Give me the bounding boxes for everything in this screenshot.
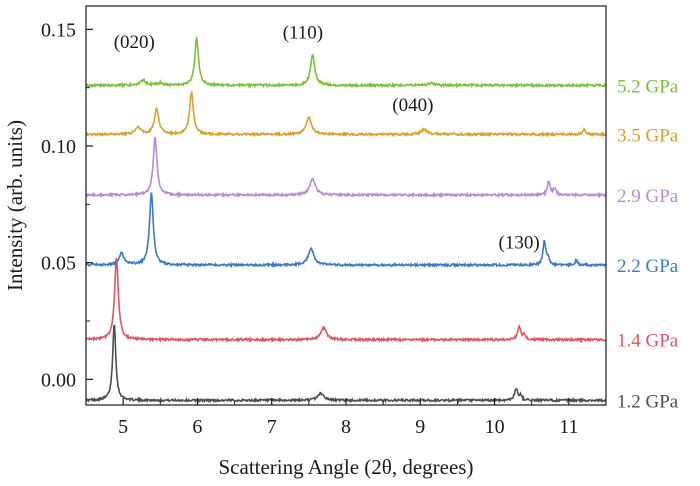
x-tick-label: 7 xyxy=(267,416,277,438)
peak-label: (130) xyxy=(499,233,540,254)
legend-entry-2-2-gpa: 2.2 GPa xyxy=(617,256,679,277)
x-tick-label: 6 xyxy=(192,416,202,438)
x-axis-label: Scattering Angle (2θ, degrees) xyxy=(219,455,474,479)
legend-entry-1-2-gpa: 1.2 GPa xyxy=(617,391,679,412)
legend-entry-2-9-gpa: 2.9 GPa xyxy=(617,186,679,207)
y-axis-label: Intensity (arb. units) xyxy=(3,120,27,291)
legend-entry-5-2-gpa: 5.2 GPa xyxy=(617,76,679,97)
x-tick-label: 11 xyxy=(559,416,578,438)
x-tick-label: 9 xyxy=(415,416,425,438)
y-tick-label: 0.00 xyxy=(41,369,76,391)
peak-label: (110) xyxy=(283,23,323,44)
y-tick-label: 0.05 xyxy=(41,253,76,275)
plot-frame xyxy=(85,5,607,406)
annotation-layer: (020) (110) (040) (130) xyxy=(114,23,540,254)
tick-layer: 5 6 7 8 9 10 11 0.00 0.05 0.10 0.15 xyxy=(41,19,578,438)
legend-entry-1-4-gpa: 1.4 GPa xyxy=(617,331,679,352)
series-line-2-9-gpa xyxy=(85,136,607,199)
x-tick-label: 8 xyxy=(341,416,351,438)
legend-layer: 1.2 GPa 1.4 GPa 2.2 GPa 2.9 GPa 3.5 GPa 5.2 G… xyxy=(617,76,679,412)
series-line-2-2-gpa xyxy=(85,192,606,269)
x-tick-label: 5 xyxy=(118,416,128,438)
series-line-3-5-gpa xyxy=(85,89,607,138)
series-line-1-4-gpa xyxy=(85,257,607,344)
legend-entry-3-5-gpa: 3.5 GPa xyxy=(617,125,679,146)
y-tick-label: 0.10 xyxy=(41,136,76,158)
series-line-1-2-gpa xyxy=(85,324,607,404)
peak-label: (040) xyxy=(392,95,433,116)
series-layer xyxy=(85,35,607,404)
x-tick-label: 10 xyxy=(485,416,505,438)
series-line-5-2-gpa xyxy=(85,35,607,89)
peak-label: (020) xyxy=(114,32,155,53)
y-tick-label: 0.15 xyxy=(41,19,76,41)
